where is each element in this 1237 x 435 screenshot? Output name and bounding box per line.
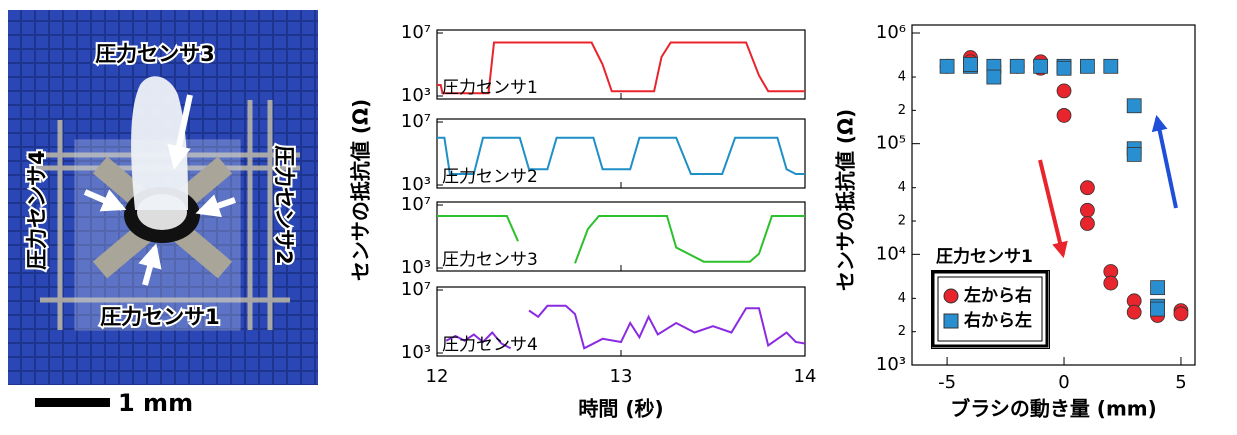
x-axis-label: ブラシの動き量 (mm) — [950, 397, 1157, 421]
time-series-chart: 10³10⁷圧力センサ110³10⁷圧力センサ210³10⁷圧力センサ310³1… — [349, 22, 817, 421]
photo-label: 圧力センサ1 — [100, 305, 220, 329]
point — [1126, 98, 1142, 114]
y-tick-label: 10³ — [401, 85, 431, 106]
y-tick-label: 2 — [898, 103, 906, 118]
y-tick-label: 10³ — [401, 257, 431, 278]
y-tick-label: 10⁷ — [401, 22, 431, 43]
point — [1080, 58, 1095, 74]
point — [939, 58, 955, 74]
series-label: 圧力センサ3 — [442, 250, 538, 270]
point — [1033, 58, 1049, 74]
x-tick-label: 5 — [1175, 372, 1186, 393]
y-tick-label: 2 — [898, 324, 906, 339]
y-tick-label: 10³ — [876, 354, 906, 375]
x-tick-label: 13 — [610, 366, 633, 387]
point — [1056, 83, 1072, 99]
point — [1126, 146, 1142, 162]
y-tick-label: 2 — [898, 214, 906, 229]
y-axis-label: センサの抵抗値 (Ω) — [834, 109, 858, 291]
point — [963, 57, 978, 72]
series-label: 圧力センサ4 — [442, 335, 538, 355]
series-label: 圧力センサ2 — [442, 167, 538, 187]
point — [1056, 108, 1072, 123]
point — [1103, 275, 1119, 291]
series-line — [437, 41, 805, 95]
point — [1080, 202, 1095, 218]
point — [1126, 304, 1142, 320]
y-tick-label: 10³ — [401, 342, 431, 363]
x-tick-label: 0 — [1058, 372, 1069, 393]
y-tick-label: 10³ — [401, 174, 431, 195]
scale-bar — [35, 398, 110, 407]
y-tick-label: 10⁷ — [401, 279, 431, 300]
x-axis-label: 時間 (秒) — [578, 397, 663, 421]
series-line — [437, 215, 805, 264]
legend-label: 左から右 — [964, 285, 1032, 306]
photo-label: 圧力センサ2 — [272, 145, 296, 265]
photo-label: 圧力センサ4 — [25, 150, 49, 270]
y-tick-label: 10⁴ — [876, 243, 906, 264]
legend-box — [931, 270, 1049, 348]
y-tick-label: 10⁵ — [876, 133, 906, 154]
x-tick-label: 12 — [426, 366, 449, 387]
trend-arrow — [1151, 114, 1178, 209]
x-tick-label: 14 — [794, 366, 817, 387]
trend-arrow — [1038, 159, 1068, 259]
y-tick-label: 10⁷ — [401, 194, 431, 215]
scatter-chart: 10³ 2 4 10⁴ 2 4 10⁵ 2 4 10⁶ -5 0 5 圧力センサ1 左から右右から左ブラシの… — [834, 22, 1196, 421]
point — [1080, 216, 1095, 231]
y-tick-label: 4 — [898, 70, 906, 85]
point — [1056, 60, 1072, 76]
legend-label: 右から左 — [964, 310, 1032, 331]
point — [1150, 280, 1165, 296]
point — [1103, 58, 1119, 74]
point — [1150, 301, 1165, 317]
plot-frame — [911, 24, 1196, 366]
y-tick-label: 4 — [898, 291, 906, 306]
scale-label: 1 mm — [118, 389, 193, 417]
legend-box — [937, 276, 1043, 342]
legend-marker — [943, 313, 959, 329]
legend-marker — [943, 288, 959, 304]
x-tick-label: -5 — [938, 372, 956, 393]
point — [1009, 58, 1025, 74]
photo: 圧力センサ3 圧力センサ4 圧力センサ2 圧力センサ1 1 mm — [8, 10, 318, 417]
y-tick-label: 10⁷ — [401, 111, 431, 132]
series-line — [437, 136, 805, 175]
y-axis-label: センサの抵抗値 (Ω) — [349, 99, 373, 281]
series-label: 圧力センサ1 — [442, 78, 538, 98]
point — [1173, 306, 1189, 322]
photo-label: 圧力センサ3 — [95, 42, 215, 66]
series-line — [445, 304, 806, 350]
point — [1080, 180, 1095, 196]
y-tick-label: 4 — [898, 180, 906, 195]
legend-title: 圧力センサ1 — [936, 246, 1033, 267]
y-tick-label: 10⁶ — [876, 22, 906, 43]
point — [986, 69, 1002, 85]
